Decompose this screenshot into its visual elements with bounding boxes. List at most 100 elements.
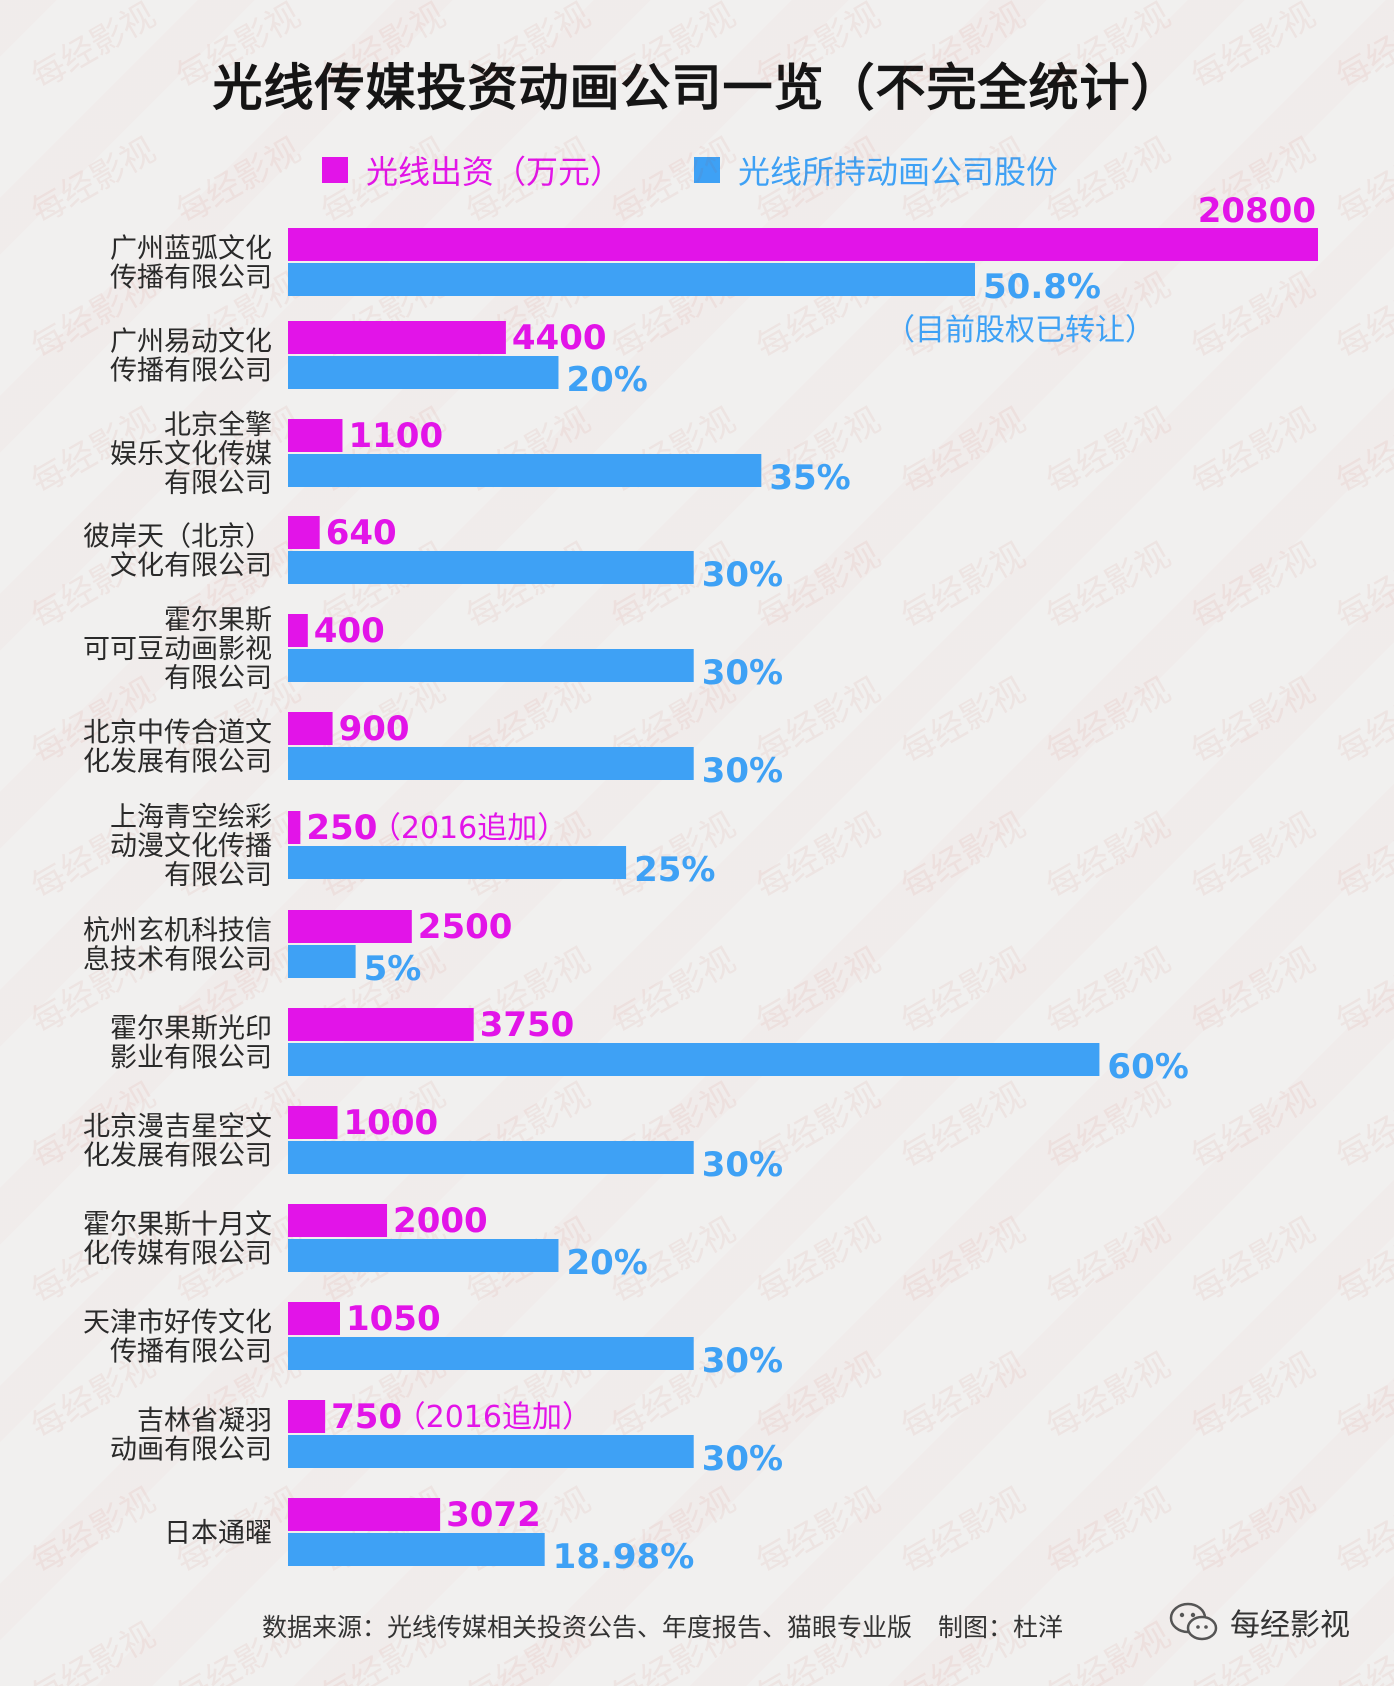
data-label-investment: 750 <box>331 1397 402 1437</box>
legend-label-stake: 光线所持动画公司股份 <box>738 153 1059 191</box>
watermark-text: 每经影视 <box>1330 1345 1394 1448</box>
data-label-stake: 30% <box>702 653 783 693</box>
watermark-text: 每经影视 <box>315 130 453 233</box>
category-label: 霍尔果斯 <box>164 605 272 636</box>
data-label-investment: 1100 <box>348 416 443 456</box>
category-label: 可可豆动画影视 <box>83 634 272 665</box>
watermark-text: 每经影视 <box>315 1480 453 1583</box>
watermark-text: 每经影视 <box>1185 1345 1323 1448</box>
watermark-text: 每经影视 <box>1330 130 1394 233</box>
category-label: 日本通曜 <box>164 1518 272 1549</box>
watermark-text: 每经影视 <box>1040 400 1178 503</box>
watermark-text: 每经影视 <box>1040 670 1178 773</box>
category-label: 影业有限公司 <box>110 1043 272 1074</box>
data-label-investment: 3750 <box>480 1005 575 1045</box>
legend-item-investment: 光线出资（万元） <box>322 148 622 192</box>
watermark-text: 每经影视 <box>605 130 743 233</box>
data-label-investment: 1050 <box>346 1299 441 1339</box>
category-group: 彼岸天（北京）文化有限公司 640 30% <box>83 513 783 595</box>
watermark-text: 每经影视 <box>1040 535 1178 638</box>
watermark-text: 每经影视 <box>1330 265 1394 368</box>
category-label: 动漫文化传播 <box>110 831 272 862</box>
footer: 数据来源：光线传媒相关投资公告、年度报告、猫眼专业版 制图：杜洋 <box>262 1608 1081 1644</box>
bar-investment <box>288 1498 441 1531</box>
category-label: 传播有限公司 <box>110 1337 272 1368</box>
data-label-stake: 30% <box>702 1341 783 1381</box>
bar-stake <box>288 1141 694 1174</box>
data-label-stake: 30% <box>702 751 783 791</box>
category-label: 北京漫吉星空文 <box>83 1112 272 1143</box>
category-label: 文化有限公司 <box>110 551 272 582</box>
data-label-stake: 30% <box>702 555 783 595</box>
watermark-text: 每经影视 <box>750 805 888 908</box>
bar-stake <box>288 649 694 682</box>
watermark-text: 每经影视 <box>605 400 743 503</box>
bar-investment <box>288 1008 474 1041</box>
category-label: 上海青空绘彩 <box>110 802 272 833</box>
bar-stake <box>288 945 356 978</box>
watermark-text: 每经影视 <box>750 130 888 233</box>
legend-swatch-stake <box>694 157 720 183</box>
category-group: 日本通曜 3072 18.98% <box>164 1495 694 1577</box>
watermark-text: 每经影视 <box>1185 0 1323 98</box>
watermark-text: 每经影视 <box>1040 805 1178 908</box>
watermark-text: 每经影视 <box>460 130 598 233</box>
watermark-text: 每经影视 <box>1330 1480 1394 1583</box>
data-label-stake: 30% <box>702 1145 783 1185</box>
watermark-text: 每经影视 <box>460 400 598 503</box>
bar-investment <box>288 811 301 844</box>
watermark-text: 每经影视 <box>25 1480 163 1583</box>
watermark-text: 每经影视 <box>605 940 743 1043</box>
watermark-text: 每经影视 <box>1040 1480 1178 1583</box>
watermark-text: 每经影视 <box>750 1480 888 1583</box>
watermark-text: 每经影视 <box>1040 130 1178 233</box>
watermark-text: 每经影视 <box>1040 1075 1178 1178</box>
category-label: 有限公司 <box>164 468 272 499</box>
category-label: 广州蓝弧文化 <box>110 234 272 265</box>
watermark-text: 每经影视 <box>895 1345 1033 1448</box>
bar-stake <box>288 1239 559 1272</box>
data-label-investment: 250 <box>306 808 377 848</box>
data-label-stake: 25% <box>634 850 715 890</box>
watermark-text: 每经影视 <box>315 0 453 98</box>
category-label: 吉林省凝羽 <box>137 1406 272 1437</box>
category-label: 传播有限公司 <box>110 356 272 387</box>
watermark-text: 每经影视 <box>895 1480 1033 1583</box>
category-label: 有限公司 <box>164 860 272 891</box>
category-label: 霍尔果斯光印 <box>110 1014 272 1045</box>
footer-source: 数据来源：光线传媒相关投资公告、年度报告、猫眼专业版 <box>262 1613 913 1642</box>
category-label: 化传媒有限公司 <box>83 1239 272 1270</box>
legend-swatch-investment <box>322 157 348 183</box>
watermark-text: 每经影视 <box>1185 1480 1323 1583</box>
watermark-text: 每经影视 <box>605 0 743 98</box>
bar-stake <box>288 1337 694 1370</box>
data-label-stake: 20% <box>566 1243 647 1283</box>
watermark-text: 每经影视 <box>1040 1345 1178 1448</box>
watermark-text: 每经影视 <box>1040 1210 1178 1313</box>
watermark-text: 每经影视 <box>1185 940 1323 1043</box>
category-label: 息技术有限公司 <box>83 945 272 976</box>
data-label-stake: 18.98% <box>553 1537 695 1577</box>
annotation: （目前股权已转让） <box>885 313 1155 348</box>
bar-investment <box>288 321 506 354</box>
category-label: 化发展有限公司 <box>83 747 272 778</box>
watermark-text: 每经影视 <box>1330 0 1394 98</box>
watermark-text: 每经影视 <box>1040 0 1178 98</box>
data-label-investment: 640 <box>326 513 397 553</box>
bar-investment <box>288 1106 338 1139</box>
watermark-text: 每经影视 <box>895 535 1033 638</box>
bar-stake <box>288 454 762 487</box>
watermark-text: 每经影视 <box>170 0 308 98</box>
watermark-text: 每经影视 <box>895 400 1033 503</box>
watermark-text: 每经影视 <box>1040 940 1178 1043</box>
data-label-investment: 4400 <box>512 318 607 358</box>
legend-label-investment: 光线出资（万元） <box>366 153 623 191</box>
watermark-text: 每经影视 <box>25 1615 163 1686</box>
